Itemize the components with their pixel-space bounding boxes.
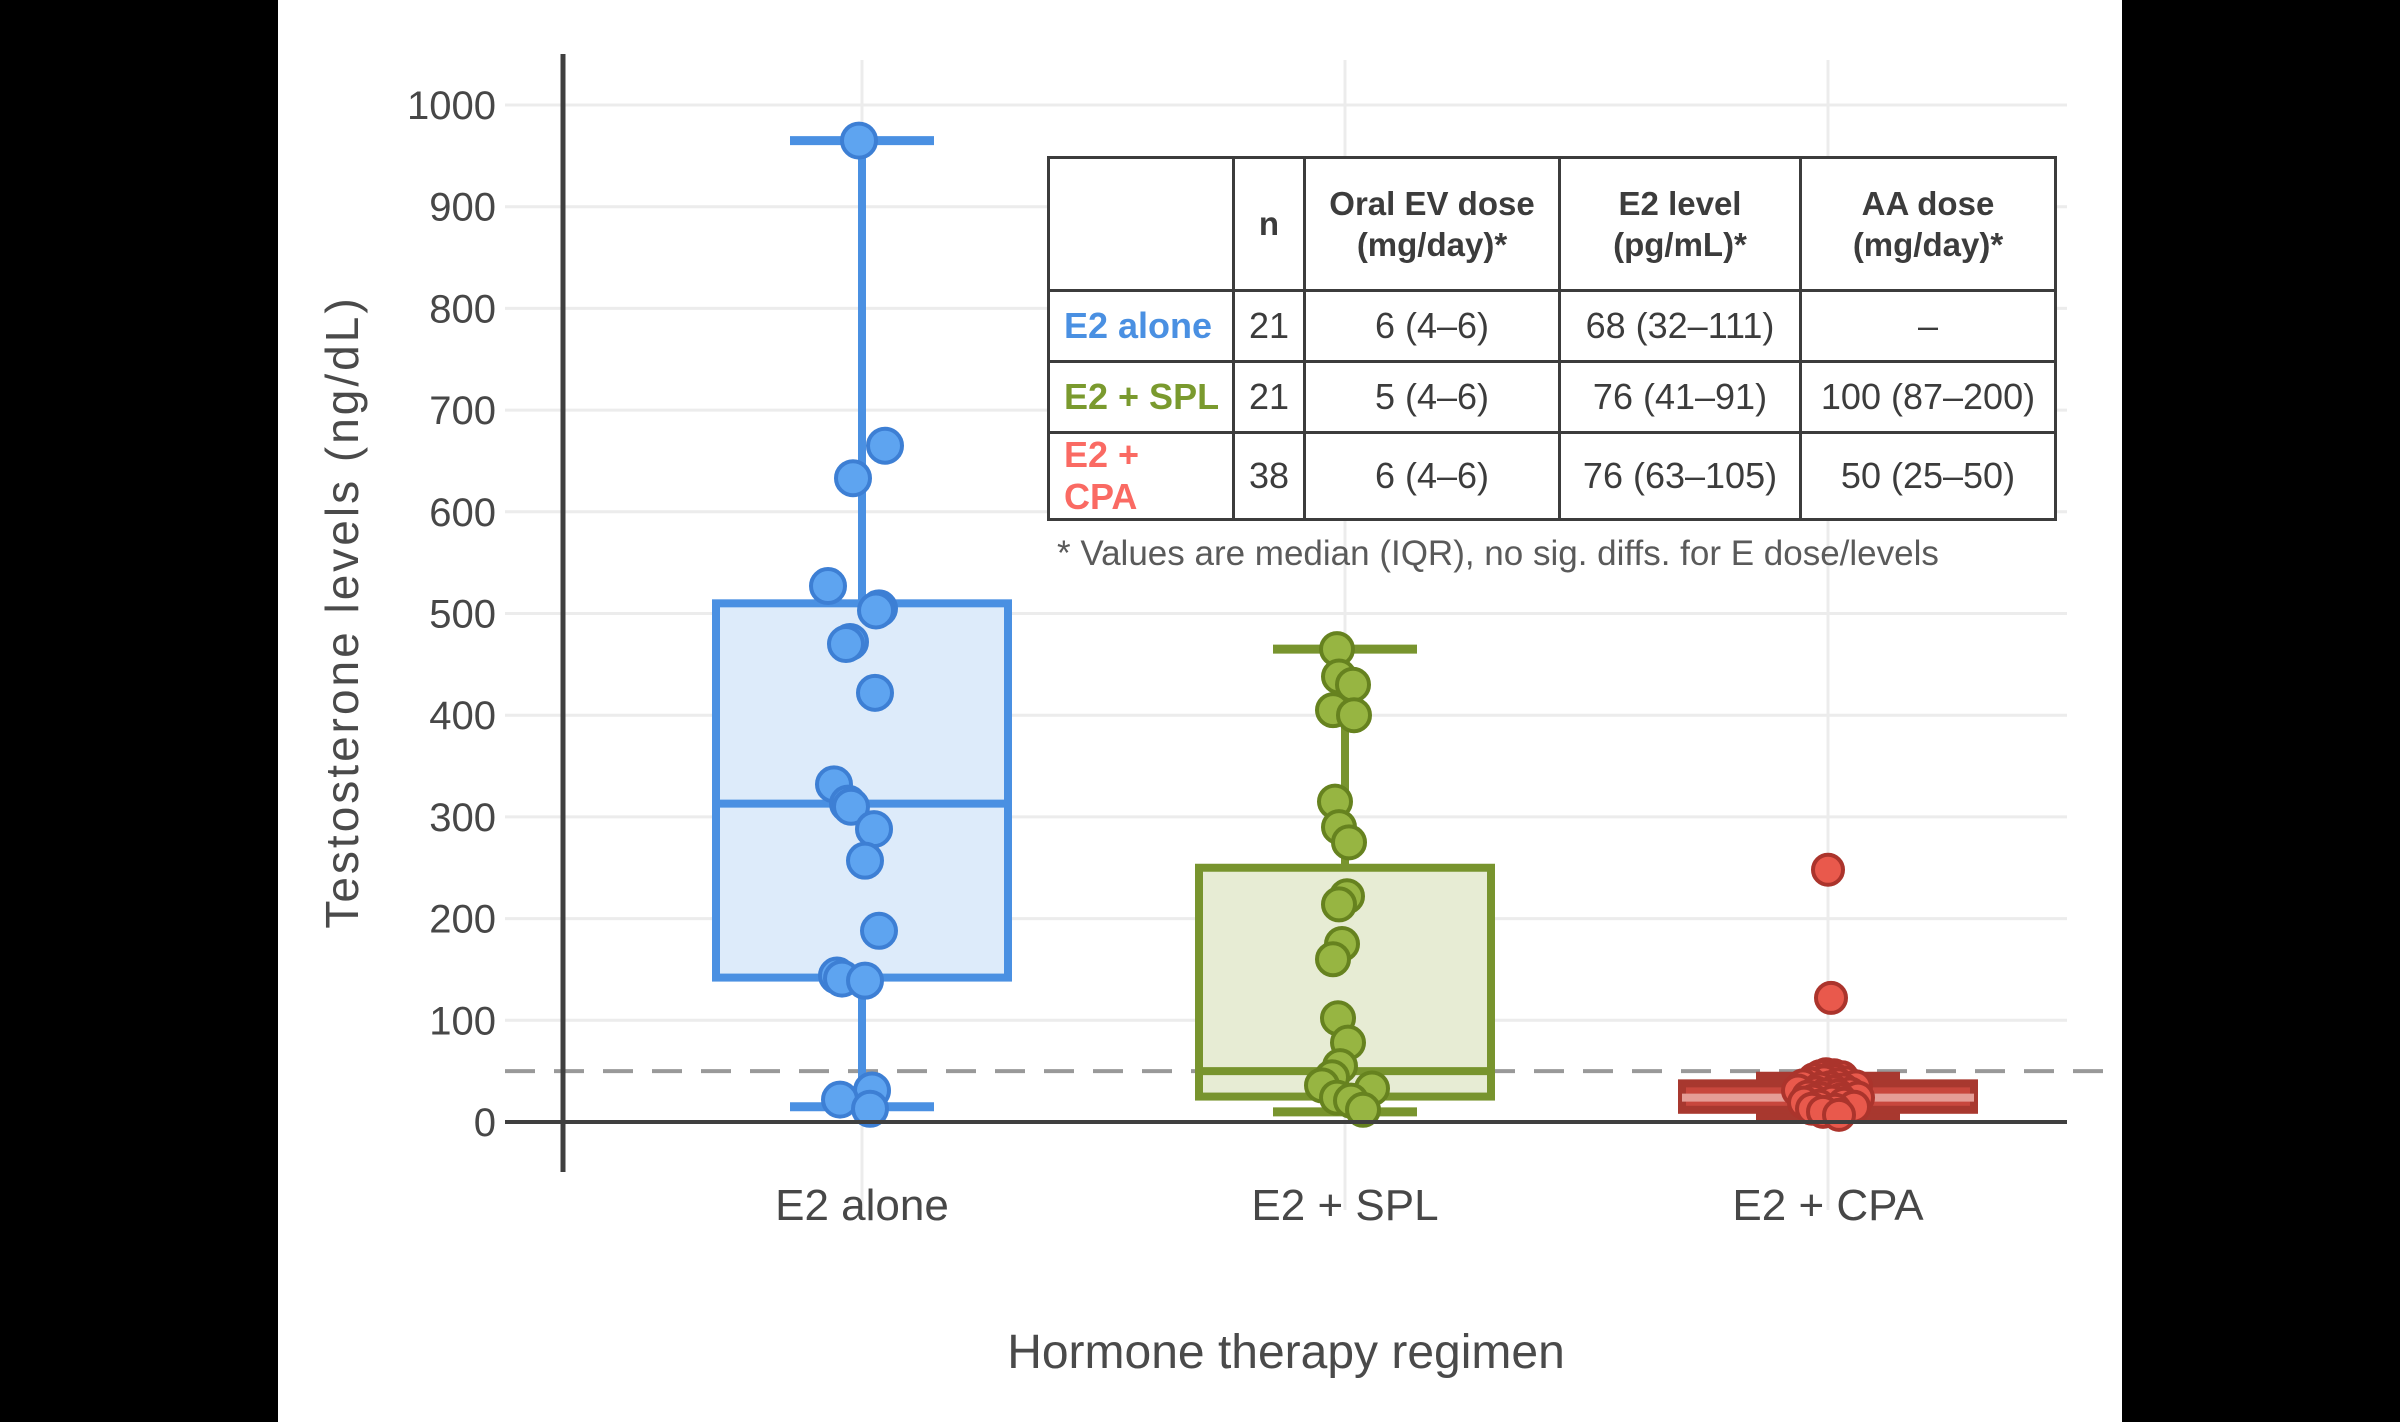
cell-e2-level: 76 (41–91) xyxy=(1558,360,1802,434)
cell-n: 21 xyxy=(1232,289,1306,363)
axes xyxy=(505,54,2067,1172)
header-aa-dose: AA dose (mg/day)* xyxy=(1799,156,2057,292)
table-row: E2 + CPA 38 6 (4–6) 76 (63–105) 50 (25–5… xyxy=(1047,431,2057,521)
header-n: n xyxy=(1232,156,1306,292)
svg-text:700: 700 xyxy=(429,389,496,433)
svg-text:300: 300 xyxy=(429,796,496,840)
cell-e2-level: 76 (63–105) xyxy=(1558,431,1802,521)
letterbox-right xyxy=(2122,0,2400,1422)
box-e2-alone xyxy=(712,136,1012,1112)
table-header-row: n Oral EV dose (mg/day)* E2 level (pg/mL… xyxy=(1047,156,2057,292)
cell-ev-dose: 6 (4–6) xyxy=(1303,289,1561,363)
header-e2-level: E2 level (pg/mL)* xyxy=(1558,156,1802,292)
header-ev-dose: Oral EV dose (mg/day)* xyxy=(1303,156,1561,292)
cell-e2-level: 68 (32–111) xyxy=(1558,289,1802,363)
svg-text:500: 500 xyxy=(429,593,496,637)
table-row: E2 alone 21 6 (4–6) 68 (32–111) – xyxy=(1047,289,2057,363)
row-label-e2-cpa: E2 + CPA xyxy=(1047,431,1235,521)
svg-text:E2 + SPL: E2 + SPL xyxy=(1251,1181,1438,1230)
svg-text:100: 100 xyxy=(429,999,496,1043)
table-row: E2 + SPL 21 5 (4–6) 76 (41–91) 100 (87–2… xyxy=(1047,360,2057,434)
cell-aa-dose: 100 (87–200) xyxy=(1799,360,2057,434)
cell-n: 21 xyxy=(1232,360,1306,434)
cell-aa-dose: – xyxy=(1799,289,2057,363)
letterbox-left xyxy=(0,0,278,1422)
figure-panel: 0 100 200 300 400 500 600 700 800 900 1000 E2 alone… xyxy=(278,0,2122,1422)
stats-table: n Oral EV dose (mg/day)* E2 level (pg/mL… xyxy=(1047,156,2057,521)
svg-text:0: 0 xyxy=(474,1101,496,1145)
svg-text:900: 900 xyxy=(429,186,496,230)
points-e2-alone xyxy=(809,121,904,1128)
points-e2-spl xyxy=(1304,631,1390,1128)
cell-aa-dose: 50 (25–50) xyxy=(1799,431,2057,521)
y-axis-title: Testosterone levels (ng/dL) xyxy=(316,295,368,929)
table-footnote: * Values are median (IQR), no sig. diffs… xyxy=(1057,534,1939,573)
cell-ev-dose: 5 (4–6) xyxy=(1303,360,1561,434)
cell-n: 38 xyxy=(1232,431,1306,521)
x-axis-title: Hormone therapy regimen xyxy=(1007,1326,1565,1379)
svg-text:800: 800 xyxy=(429,287,496,331)
boxplot-chart: 0 100 200 300 400 500 600 700 800 900 1000 E2 alone… xyxy=(407,54,2122,1379)
svg-text:200: 200 xyxy=(429,898,496,942)
svg-text:E2 alone: E2 alone xyxy=(775,1181,949,1230)
svg-text:600: 600 xyxy=(429,491,496,535)
y-tick-labels: 0 100 200 300 400 500 600 700 800 900 1000 xyxy=(407,84,496,1145)
svg-text:400: 400 xyxy=(429,694,496,738)
row-label-e2-spl: E2 + SPL xyxy=(1047,360,1235,434)
header-blank xyxy=(1047,156,1235,292)
cell-ev-dose: 6 (4–6) xyxy=(1303,431,1561,521)
svg-text:E2 + CPA: E2 + CPA xyxy=(1732,1181,1924,1230)
x-tick-labels: E2 alone E2 + SPL E2 + CPA xyxy=(775,1181,1924,1230)
svg-text:1000: 1000 xyxy=(407,84,496,128)
row-label-e2-alone: E2 alone xyxy=(1047,289,1235,363)
points-e2-cpa xyxy=(1781,852,1875,1132)
